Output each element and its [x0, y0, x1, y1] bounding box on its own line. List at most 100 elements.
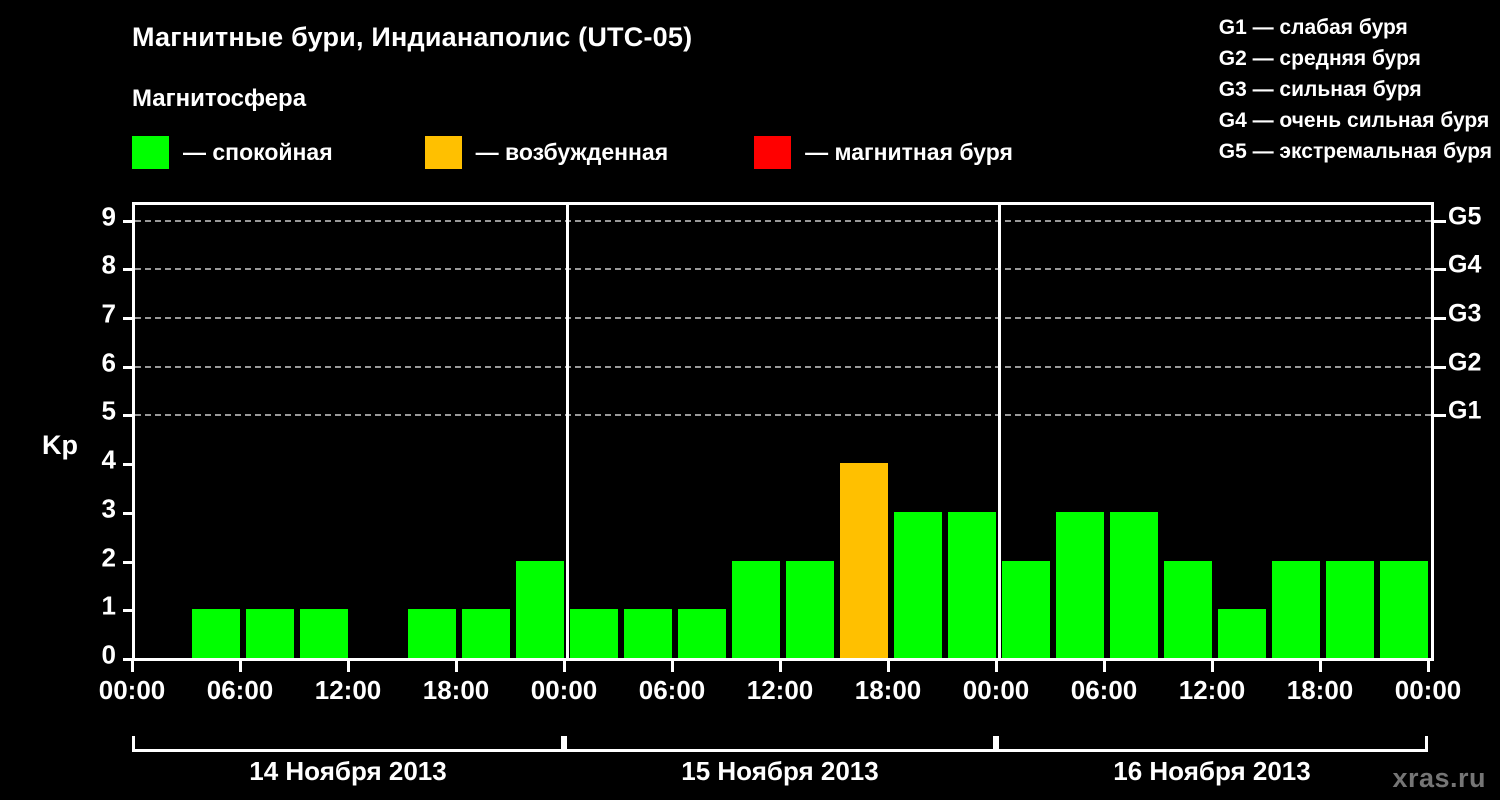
x-tick — [1210, 658, 1214, 672]
g-tick-label: G1 — [1448, 396, 1482, 425]
legend-swatch-storm — [754, 135, 792, 169]
bar — [1110, 511, 1158, 658]
bar — [732, 560, 780, 658]
legend-item-unsettled: — возбужденная — [424, 135, 669, 169]
y-tick — [123, 609, 135, 613]
x-tick-label: 00:00 — [1394, 675, 1462, 705]
g-tick — [1434, 365, 1446, 369]
legend-label-unsettled: — возбужденная — [475, 138, 669, 165]
y-tick-label: 5 — [101, 395, 116, 426]
x-tick-label: 06:00 — [1070, 675, 1138, 705]
bar — [1218, 609, 1266, 658]
y-tick-label: 4 — [101, 444, 116, 475]
bar — [462, 609, 510, 658]
bar — [1272, 560, 1320, 658]
x-tick-label: 18:00 — [422, 675, 490, 705]
x-tick — [238, 658, 242, 672]
day-label: 16 Ноября 2013 — [1113, 756, 1311, 786]
g-scale-item-g3: G3 — сильная буря — [1218, 78, 1422, 101]
gridline — [135, 219, 1431, 222]
bar — [840, 463, 888, 658]
gridline — [135, 268, 1431, 271]
legend-swatch-quiet — [132, 135, 169, 169]
y-tick — [123, 414, 135, 418]
x-tick-label: 06:00 — [206, 675, 274, 705]
x-axis-ticks — [130, 658, 1434, 672]
bar — [408, 609, 456, 658]
gridline — [135, 414, 1431, 417]
day-separator — [997, 205, 1001, 658]
x-tick — [886, 658, 890, 672]
g-tick-label: G2 — [1448, 348, 1482, 377]
y-axis-title: Kp — [42, 430, 78, 460]
bar — [516, 560, 564, 658]
y-tick — [123, 317, 135, 321]
bar — [1164, 560, 1212, 658]
bar — [246, 609, 294, 658]
g-tick — [1434, 317, 1446, 321]
bar — [894, 511, 942, 658]
bar — [570, 609, 618, 658]
legend-item-quiet: — спокойная — [132, 135, 333, 169]
bar — [192, 609, 240, 658]
day-bracket — [564, 736, 996, 752]
bar — [678, 609, 726, 658]
g-tick-label: G5 — [1448, 202, 1482, 231]
x-tick — [562, 658, 566, 672]
day-label: 15 Ноября 2013 — [681, 756, 879, 786]
x-tick-label: 12:00 — [314, 675, 382, 705]
magnetosphere-heading: Магнитосфера — [132, 85, 307, 112]
y-tick-label: 1 — [101, 590, 116, 621]
x-tick — [1318, 658, 1322, 672]
y-tick — [123, 268, 135, 272]
y-tick-label: 6 — [101, 347, 116, 378]
x-tick-label: 18:00 — [1286, 675, 1354, 705]
y-tick-label: 0 — [101, 639, 116, 670]
x-tick-label: 18:00 — [854, 675, 922, 705]
bar — [1380, 560, 1428, 658]
plot-inner — [135, 205, 1431, 658]
day-brackets — [132, 736, 1434, 752]
x-tick — [1426, 658, 1430, 672]
bar — [786, 560, 834, 658]
g-scale-legend: G1 — слабая буря G2 — средняя буря G3 — … — [1219, 12, 1492, 167]
x-tick — [346, 658, 350, 672]
x-tick-label: 00:00 — [962, 675, 1030, 705]
x-tick-label: 06:00 — [638, 675, 706, 705]
y-tick-label: 3 — [101, 493, 116, 524]
day-bracket — [996, 736, 1428, 752]
g-tick — [1434, 414, 1446, 418]
day-bracket — [132, 736, 564, 752]
magnetosphere-legend: — спокойная — возбужденная — магнитная б… — [132, 133, 1013, 171]
x-tick — [670, 658, 674, 672]
g-tick — [1434, 219, 1446, 223]
g-tick-label: G4 — [1448, 250, 1482, 279]
legend-label-quiet: — спокойная — [183, 138, 333, 165]
y-tick-label: 7 — [101, 298, 116, 329]
x-tick-label: 00:00 — [530, 675, 598, 705]
x-tick-label: 00:00 — [98, 675, 166, 705]
bar — [624, 609, 672, 658]
y-tick — [123, 511, 135, 515]
y-tick — [123, 463, 135, 467]
y-tick-label: 2 — [101, 542, 116, 573]
y-tick — [123, 560, 135, 564]
plot-area — [123, 202, 1446, 661]
y-tick — [123, 658, 135, 661]
x-tick — [1102, 658, 1106, 672]
legend-swatch-unsettled — [424, 135, 462, 169]
x-tick-label: 12:00 — [746, 675, 814, 705]
day-separator — [565, 205, 569, 658]
bar — [1326, 560, 1374, 658]
y-tick — [123, 219, 135, 223]
bar — [300, 609, 348, 658]
x-tick — [454, 658, 458, 672]
x-axis-labels: 00:00 06:00 12:00 18:00 00:00 06:00 12:00 18:00… — [0, 675, 1500, 715]
bar-series — [135, 205, 1431, 658]
day-label: 14 Ноября 2013 — [249, 756, 447, 786]
g-scale-item-g5: G5 — экстремальная буря — [1218, 140, 1492, 163]
g-tick — [1434, 268, 1446, 272]
x-tick — [130, 658, 134, 672]
g-tick-label: G3 — [1448, 299, 1482, 328]
